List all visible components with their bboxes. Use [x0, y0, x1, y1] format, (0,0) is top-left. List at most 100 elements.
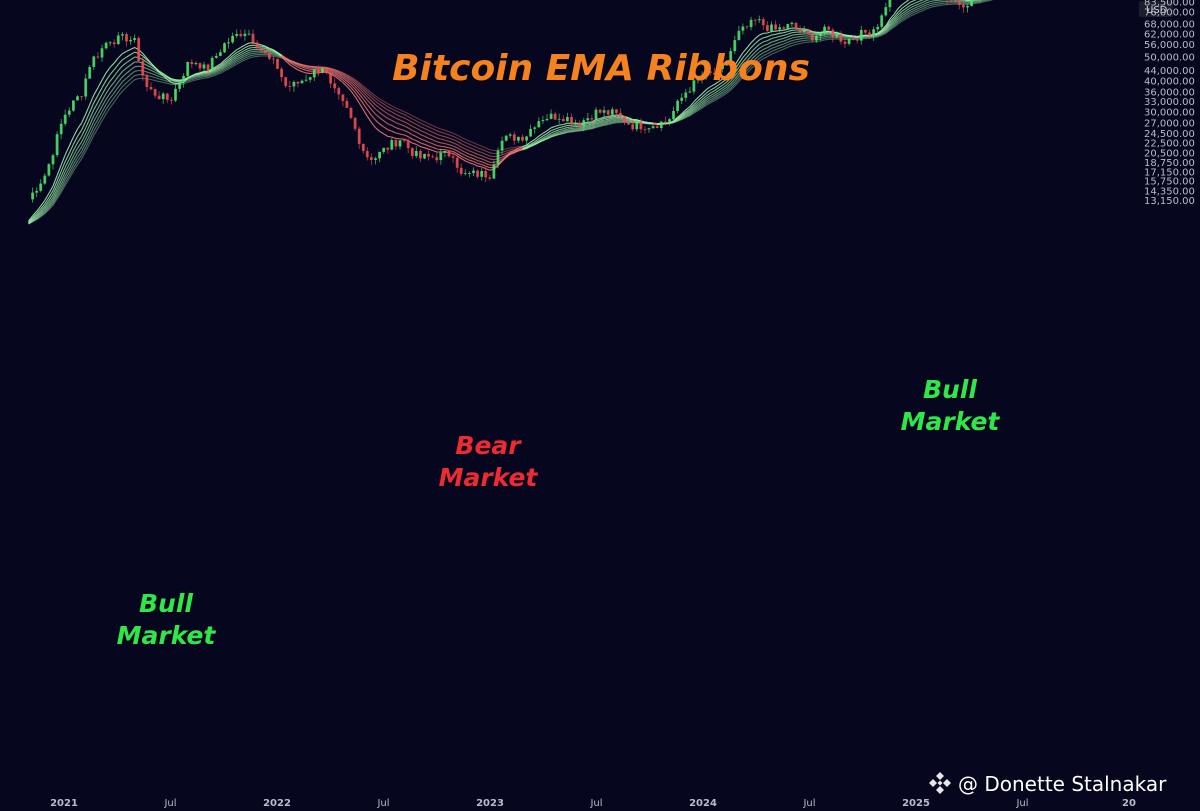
- ema-ribbon-segment: [567, 130, 572, 133]
- ema-ribbon-segment: [779, 40, 784, 43]
- price-axis[interactable]: USD 180,000.00165,000.00150,000.00135,00…: [1136, 0, 1200, 796]
- ema-ribbon-segment: [910, 7, 915, 11]
- ema-ribbon-segment: [358, 102, 364, 110]
- ema-ribbon-segment: [759, 45, 764, 49]
- candle-body: [484, 171, 488, 178]
- ema-ribbon-segment: [342, 72, 348, 76]
- ema-ribbon-segment: [889, 13, 895, 20]
- ema-ribbon-segment: [48, 197, 54, 204]
- ema-ribbon-segment: [330, 68, 335, 71]
- ema-ribbon-segment: [32, 216, 38, 221]
- candle: [606, 109, 610, 120]
- ema-ribbon-segment: [452, 153, 458, 157]
- candle: [517, 136, 520, 143]
- ema-ribbon-segment: [791, 39, 797, 42]
- ema-ribbon-segment: [383, 126, 389, 131]
- candle: [206, 63, 210, 75]
- candle-body: [182, 75, 185, 83]
- ema-ribbon-segment: [105, 107, 111, 115]
- ema-ribbon-segment: [248, 54, 254, 57]
- ema-ribbon-segment: [77, 129, 83, 137]
- ema-ribbon-segment: [428, 129, 433, 133]
- ema-ribbon-segment: [783, 33, 788, 36]
- candle-body: [157, 95, 161, 100]
- ema-ribbon-segment: [750, 64, 756, 70]
- ema-ribbon-segment: [893, 21, 899, 27]
- ema-ribbon-segment: [885, 23, 891, 29]
- ema-ribbon-segment: [485, 168, 490, 171]
- candle: [578, 120, 581, 131]
- ema-ribbon-segment: [742, 56, 748, 63]
- ema-ribbon-segment: [738, 65, 744, 72]
- candle: [439, 148, 443, 165]
- ema-ribbon-segment: [338, 70, 344, 74]
- candle-body: [533, 127, 537, 129]
- time-axis[interactable]: 2021 Jul 2022 Jul 2023 Jul 2024 Jul 2025 Jul 20: [50, 798, 1136, 809]
- ema-ribbon-segment: [105, 97, 111, 105]
- ema-ribbon-segment: [395, 117, 401, 121]
- candle: [953, 0, 957, 3]
- candle: [884, 2, 888, 17]
- ema-ribbon-segment: [358, 97, 364, 105]
- ema-ribbon-segment: [130, 47, 135, 50]
- candle: [504, 135, 508, 142]
- ema-ribbon-segment: [905, 7, 911, 12]
- ema-ribbon-segment: [240, 57, 246, 61]
- candle: [251, 29, 255, 46]
- ema-ribbon-segment: [126, 74, 131, 79]
- ema-ribbon-segment: [236, 46, 242, 51]
- candle: [67, 107, 71, 118]
- ema-ribbon-segment: [889, 16, 895, 22]
- candle-body: [521, 136, 524, 141]
- ema-ribbon-segment: [905, 1, 911, 6]
- ema-ribbon-segment: [40, 212, 46, 217]
- candle: [463, 169, 467, 176]
- ema-ribbon-segment: [673, 119, 678, 123]
- ema-ribbon-segment: [105, 66, 111, 74]
- ema-ribbon-segment: [550, 125, 556, 129]
- ema-ribbon-segment: [481, 166, 486, 170]
- candle-body: [953, 0, 957, 2]
- candle: [161, 92, 165, 104]
- candle-body: [141, 61, 145, 76]
- ema-ribbon-segment: [685, 111, 691, 115]
- ema-ribbon-segment: [705, 86, 711, 91]
- candle-body: [970, 0, 973, 6]
- candle-body: [651, 126, 655, 129]
- ema-ribbon-segment: [171, 79, 176, 81]
- ema-ribbon-segment: [220, 66, 225, 70]
- ema-ribbon-segment: [244, 45, 250, 49]
- ema-ribbon-segment: [730, 83, 736, 89]
- candle-body: [357, 128, 361, 144]
- ema-ribbon-segment: [538, 140, 544, 143]
- candle: [47, 163, 51, 177]
- ema-ribbon-segment: [346, 85, 352, 92]
- ema-ribbon-segment: [77, 122, 83, 130]
- candle: [749, 16, 753, 31]
- candle-body: [851, 39, 855, 40]
- ema-ribbon-segment: [350, 80, 356, 85]
- ema-ribbon-segment: [881, 26, 887, 32]
- ema-ribbon-segment: [697, 96, 703, 102]
- candle-body: [966, 5, 969, 8]
- ema-ribbon-segment: [244, 42, 250, 46]
- ema-ribbon-segment: [693, 100, 699, 105]
- ema-ribbon-segment: [726, 87, 732, 93]
- candle: [288, 80, 292, 92]
- ema-ribbon-segment: [228, 57, 233, 62]
- ema-ribbon-segment: [432, 128, 438, 132]
- candle-body: [235, 34, 239, 36]
- ema-ribbon-segment: [183, 81, 188, 85]
- candle: [512, 131, 516, 145]
- ema-ribbon-segment: [730, 69, 736, 76]
- ema-ribbon-segment: [767, 44, 772, 49]
- ema-ribbon-segment: [326, 66, 331, 70]
- ema-ribbon-segment: [824, 37, 829, 39]
- ema-ribbon-segment: [187, 79, 192, 82]
- ema-ribbon-segment: [391, 119, 397, 124]
- ema-ribbon-segment: [366, 109, 372, 116]
- ema-ribbon-segment: [510, 146, 515, 149]
- ema-ribbon-segment: [685, 114, 691, 118]
- ema-ribbon-segment: [979, 0, 984, 3]
- candle-body: [696, 78, 700, 81]
